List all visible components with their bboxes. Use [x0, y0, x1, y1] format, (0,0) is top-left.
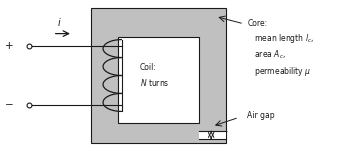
Text: $g$: $g$	[220, 129, 228, 140]
Text: −: −	[5, 100, 13, 110]
Text: +: +	[5, 41, 13, 51]
Bar	[199, 131, 225, 139]
Text: Coil:
$N$ turns: Coil: $N$ turns	[140, 63, 170, 88]
Bar	[118, 37, 199, 123]
Text: Core:
   mean length $l_c$,
   area $A_c$,
   permeability $\mu$: Core: mean length $l_c$, area $A_c$, per…	[247, 19, 314, 78]
Text: $i$: $i$	[57, 16, 62, 28]
Bar	[91, 8, 225, 143]
Text: Air gap: Air gap	[247, 111, 275, 120]
